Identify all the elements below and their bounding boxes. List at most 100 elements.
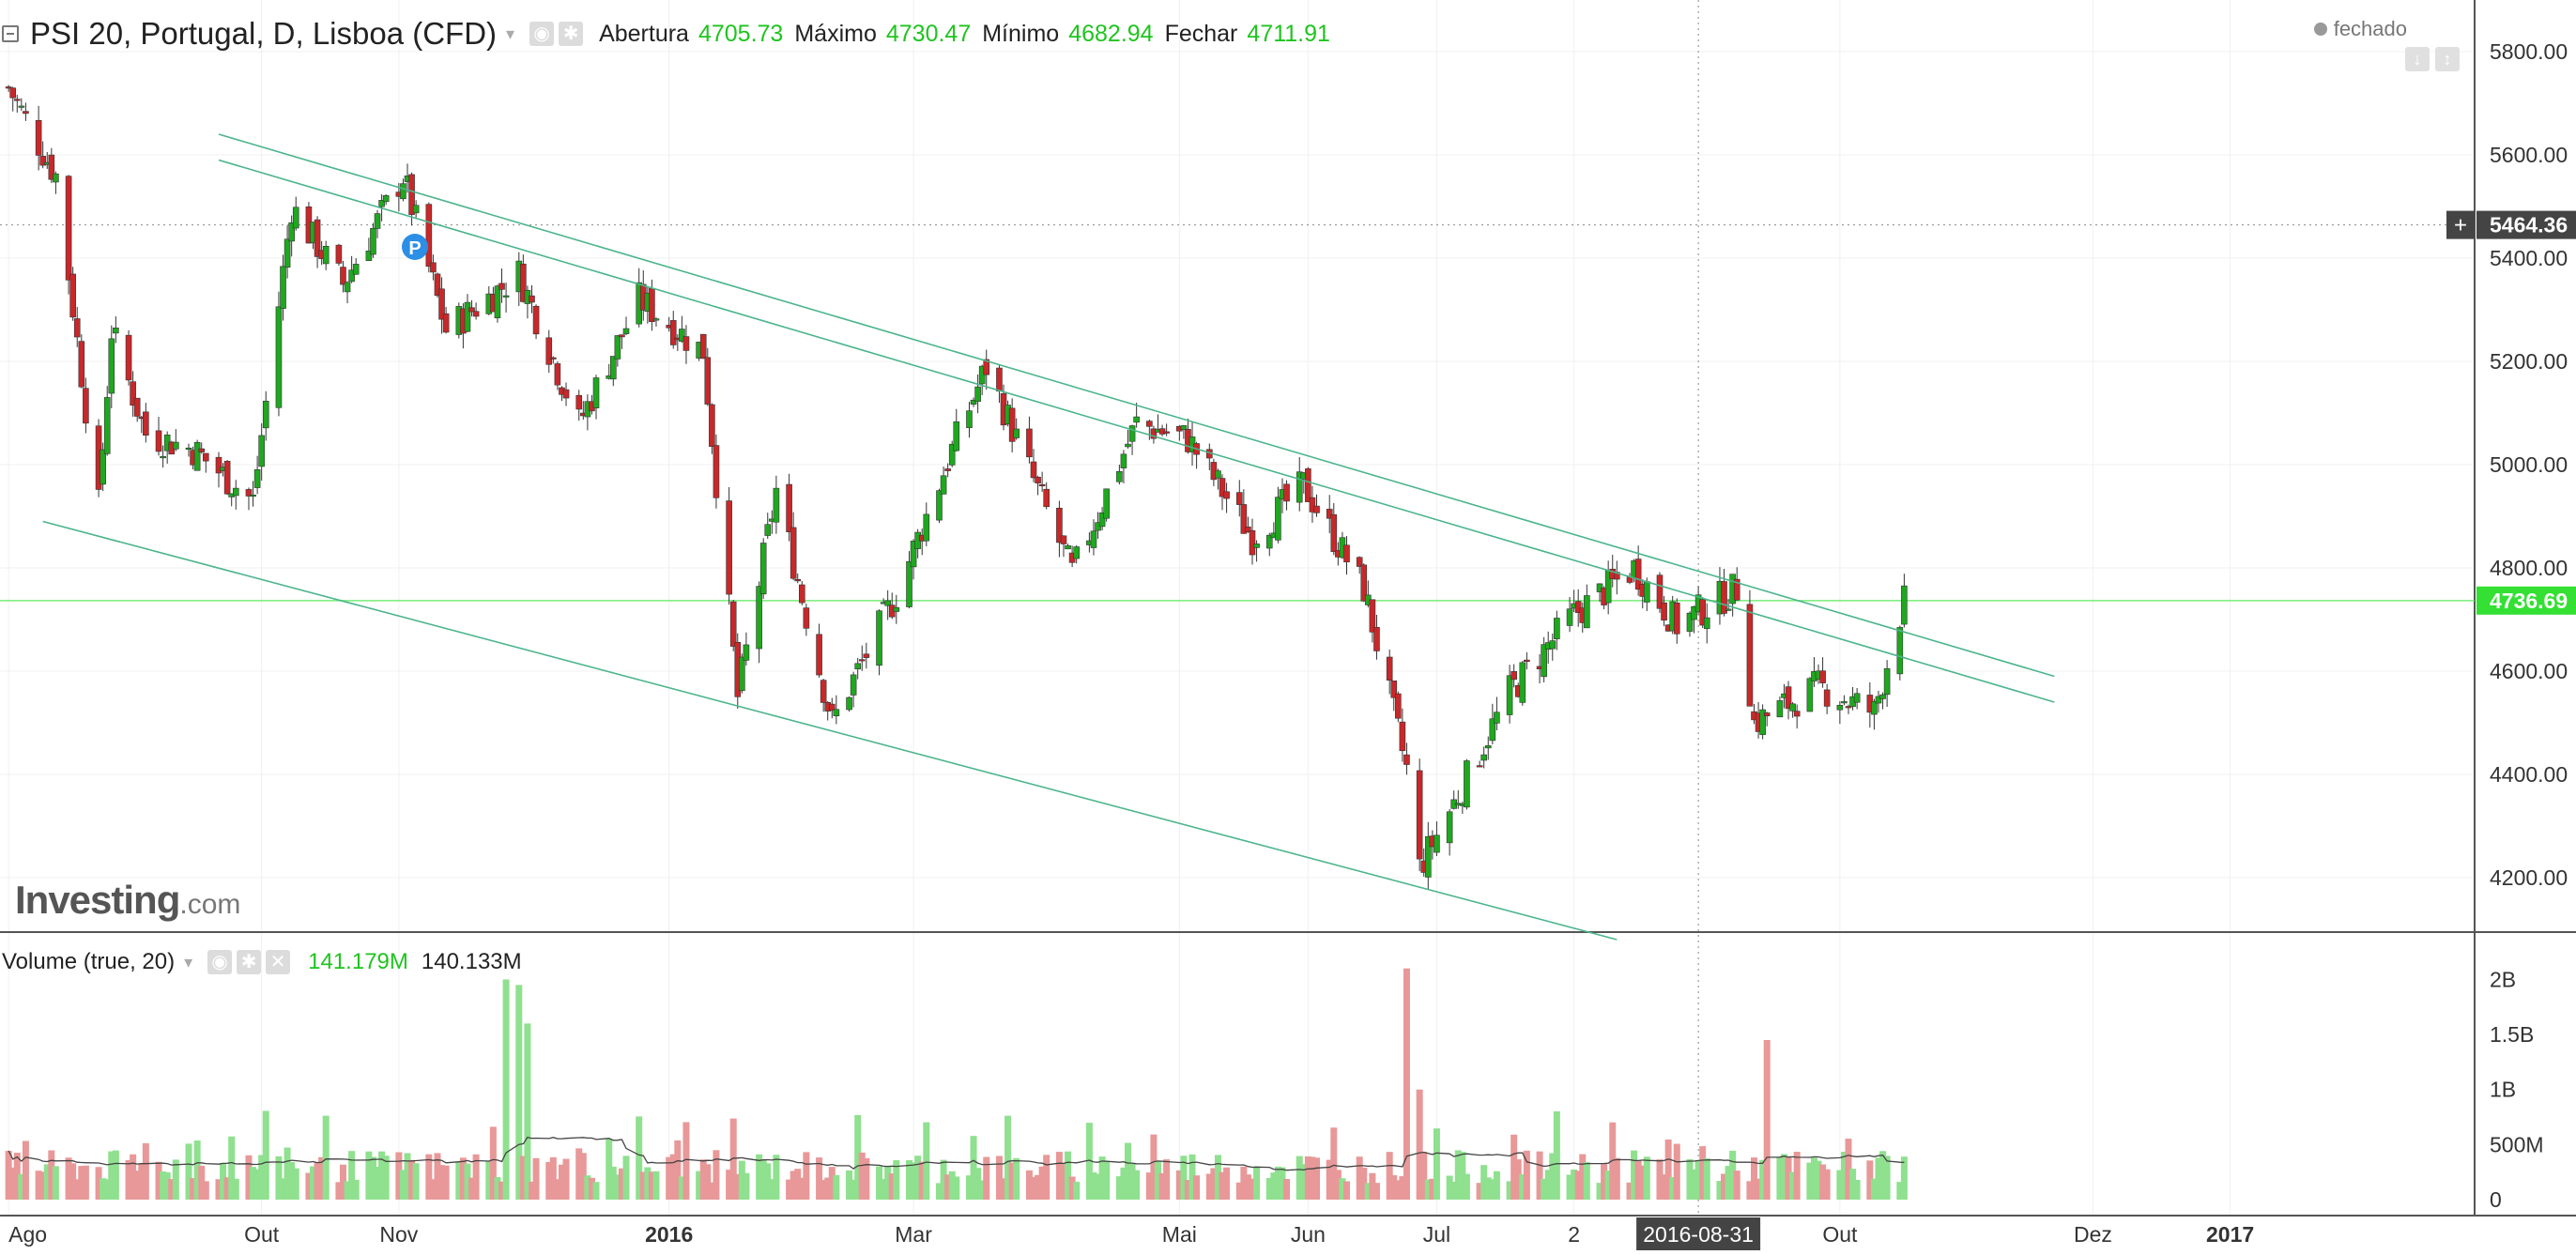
candle-body <box>223 461 231 495</box>
candle-body <box>1128 425 1136 442</box>
volume-bar <box>253 1169 261 1200</box>
volume-bar <box>1571 1169 1578 1200</box>
candle-body <box>133 397 141 417</box>
eye-icon[interactable]: ◉ <box>529 22 555 46</box>
volume-bar <box>78 1166 85 1200</box>
volume-bar <box>983 1156 990 1200</box>
volume-bar <box>1699 1146 1707 1200</box>
candle-body <box>1574 601 1582 613</box>
volume-bar <box>1043 1155 1050 1200</box>
volume-bar <box>1244 1174 1251 1200</box>
candle-body <box>430 262 437 273</box>
volume-bar <box>1372 1183 1380 1200</box>
volume-bar <box>1853 1179 1861 1200</box>
volume-bar <box>1235 1182 1243 1200</box>
volume-bar <box>69 1163 77 1200</box>
candle-body <box>113 328 119 334</box>
volume-bar <box>820 1180 827 1200</box>
volume-title[interactable]: Volume (true, 20) <box>2 949 176 974</box>
volume-bar <box>1035 1174 1042 1200</box>
volume-bar <box>1755 1178 1762 1200</box>
volume-bar <box>369 1156 376 1200</box>
candle-body <box>185 447 192 451</box>
volume-bar <box>52 1166 59 1200</box>
move-down-icon[interactable]: ↓ <box>2405 47 2430 71</box>
candle-body <box>828 703 836 712</box>
low-label: Mínimo <box>982 20 1060 47</box>
volume-bar <box>198 1165 206 1200</box>
plus-icon: + <box>2454 213 2467 238</box>
close-icon[interactable]: ✕ <box>266 950 291 974</box>
volume-bar <box>1583 1162 1590 1200</box>
candle-body <box>253 468 261 488</box>
candle-body <box>726 500 732 595</box>
candle-body <box>1103 488 1110 519</box>
candle-body <box>1390 681 1398 698</box>
candle-body <box>649 288 655 323</box>
candle-body <box>906 560 912 607</box>
candle-body <box>1416 770 1423 860</box>
volume-bar <box>322 1115 330 1200</box>
candle-body <box>1326 509 1333 519</box>
volume-bar <box>1879 1151 1887 1200</box>
volume-bar <box>1103 1160 1111 1200</box>
volume-bar <box>228 1136 236 1200</box>
eye-icon[interactable]: ◉ <box>207 950 233 974</box>
candle-body <box>1219 478 1226 497</box>
time-tick-label: Out <box>1822 1222 1858 1247</box>
volume-bar <box>1574 1171 1582 1200</box>
volume-bar <box>790 1171 797 1200</box>
candle-body <box>48 154 55 180</box>
status-dot-icon <box>2313 23 2327 36</box>
volume-bar <box>335 1182 343 1200</box>
volume-bar <box>1249 1178 1256 1200</box>
candle-body <box>23 111 29 115</box>
last-price-badge <box>2476 586 2576 615</box>
volume-bar <box>95 1167 102 1200</box>
chevron-down-icon[interactable]: ▾ <box>184 952 193 972</box>
candle-body <box>1120 453 1127 468</box>
volume-bar <box>562 1158 570 1200</box>
volume-bar <box>515 985 523 1200</box>
chevron-down-icon[interactable]: ▾ <box>506 23 515 43</box>
volume-bar <box>1703 1158 1710 1200</box>
volume-bar <box>352 1179 360 1200</box>
volume-bar <box>1664 1139 1672 1200</box>
volume-bar <box>472 1154 480 1200</box>
symbol-title[interactable]: PSI 20, Portugal, D, Lisboa (CFD) <box>30 16 498 51</box>
candle-body <box>743 644 750 661</box>
volume-bar <box>786 1179 793 1200</box>
volume-bar <box>850 1179 857 1200</box>
volume-bar <box>1253 1166 1261 1200</box>
volume-bar <box>1553 1110 1560 1200</box>
candle-body <box>1356 557 1363 567</box>
price-tick-label: 5200.00 <box>2490 349 2568 374</box>
volume-bar <box>1115 1176 1123 1200</box>
move-up-icon[interactable]: ↕ <box>2435 47 2460 71</box>
volume-bar <box>798 1177 805 1200</box>
candle-body <box>193 441 201 471</box>
candle-body <box>275 306 283 408</box>
volume-bar <box>858 1152 866 1200</box>
volume-value: 141.179M <box>308 949 408 974</box>
candle-body <box>756 586 762 650</box>
settings-icon[interactable]: ✱ <box>559 22 584 46</box>
volume-bar <box>280 1178 287 1200</box>
volume-bar <box>1008 1162 1016 1200</box>
collapse-pane-icon[interactable] <box>2 25 19 42</box>
candle-body <box>1369 599 1376 633</box>
grid <box>0 0 2475 1216</box>
candle-body <box>923 513 930 542</box>
candle-body <box>1549 640 1556 650</box>
volume-bar <box>130 1154 137 1200</box>
volume-bar <box>1579 1154 1587 1200</box>
settings-icon[interactable]: ✱ <box>237 950 262 974</box>
candle-body <box>1776 700 1784 718</box>
candle-body <box>614 335 621 360</box>
candle-body <box>575 394 583 410</box>
candle-body <box>1309 497 1316 513</box>
candle-body <box>1399 721 1406 752</box>
candle-body <box>974 386 981 402</box>
